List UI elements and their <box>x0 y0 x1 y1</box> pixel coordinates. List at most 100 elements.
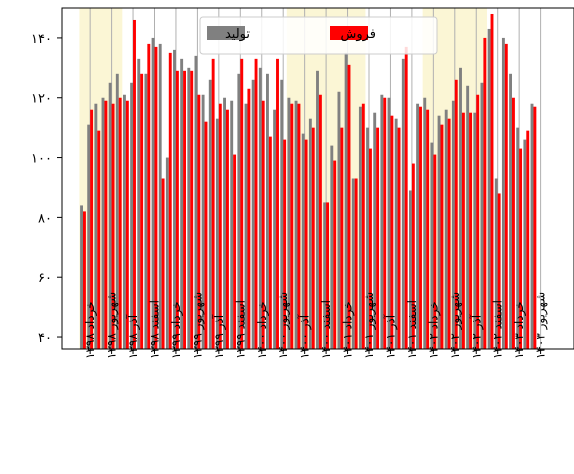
bar-production-26 <box>266 73 269 350</box>
bar-production-60 <box>509 73 512 350</box>
bar-production-40 <box>366 127 369 349</box>
y-tick-label-2: ۸۰ <box>38 211 52 226</box>
x-tick-label-15: اسفند ۱۴۰۱ <box>405 300 419 359</box>
x-tick-label-2: آذر ۱۳۹۸ <box>125 314 141 359</box>
bar-sales-20 <box>226 109 229 349</box>
bar-sales-16 <box>197 94 201 350</box>
bar-production-11 <box>158 43 162 349</box>
x-tick-label-16: خرداد ۱۴۰۲ <box>426 301 441 359</box>
bar-sales-17 <box>204 121 208 350</box>
bar-production-30 <box>294 100 298 349</box>
bar-sales-63 <box>533 106 537 349</box>
bar-sales-7 <box>133 19 136 350</box>
bar-sales-51 <box>447 118 451 349</box>
bar-production-44 <box>394 118 398 349</box>
x-tick-label-13: شهریور ۱۴۰۱ <box>362 292 377 359</box>
y-axis: ۴۰ ۶۰ ۸۰ ۱۰۰ ۱۲۰ ۱۴۰ <box>31 32 62 346</box>
x-tick-label-0: خرداد ۱۳۹۸ <box>83 301 98 359</box>
bar-sales-25 <box>261 100 265 349</box>
y-tick-label-0: ۴۰ <box>38 331 52 346</box>
legend-swatch-production <box>207 26 245 40</box>
bar-sales-38 <box>354 178 358 349</box>
bar-production-5 <box>115 73 119 350</box>
x-tick-label-19: اسفند ۱۴۰۲ <box>491 300 505 359</box>
bar-sales-55 <box>476 94 480 350</box>
bar-sales-41 <box>376 127 380 349</box>
bar-sales-58 <box>497 193 501 349</box>
bar-production-3 <box>101 97 105 349</box>
bar-sales-33 <box>318 94 322 350</box>
bar-sales-37 <box>347 64 351 349</box>
x-tick-label-14: آذر ۱۴۰۱ <box>382 314 398 359</box>
bar-sales-32 <box>311 127 315 349</box>
bar-production-47 <box>416 103 420 349</box>
bar-production-19 <box>215 118 219 349</box>
x-tick-label-4: خرداد ۱۳۹۹ <box>169 301 184 359</box>
bar-sales-42 <box>383 97 387 349</box>
y-tick-label-4: ۱۲۰ <box>31 92 52 107</box>
x-tick-label-21: شهریور ۱۴۰۳ <box>534 292 549 359</box>
x-tick-label-12: خرداد ۱۴۰۱ <box>341 301 356 359</box>
bar-production-41 <box>373 112 377 349</box>
bar-sales-10 <box>154 46 158 350</box>
bar-production-32 <box>308 118 312 349</box>
legend-label-sales: فروش <box>340 27 376 42</box>
bar-production-12 <box>165 157 169 349</box>
bar-production-13 <box>173 49 176 349</box>
x-tick-label-20: خرداد ۱۴۰۳ <box>512 301 527 359</box>
bar-production-43 <box>387 97 391 349</box>
bar-sales-36 <box>340 127 344 349</box>
bar-sales-29 <box>290 103 294 349</box>
bar-sales-59 <box>504 43 508 349</box>
bar-production-34 <box>323 202 327 349</box>
bar-production-21 <box>230 100 234 349</box>
bar-sales-8 <box>140 73 144 350</box>
bar-production-52 <box>451 100 455 349</box>
x-tick-label-3: اسفند ۱۳۹۸ <box>148 300 162 359</box>
bar-production-18 <box>208 79 212 349</box>
bar-production-8 <box>137 58 141 349</box>
bar-production-6 <box>123 94 126 350</box>
bar-sales-0 <box>83 211 86 349</box>
bar-sales-45 <box>404 46 408 350</box>
legend-box <box>199 16 438 55</box>
x-tick-label-6: آذر ۱۳۹۹ <box>211 314 227 359</box>
bar-production-10 <box>151 37 155 349</box>
bar-sales-4 <box>111 103 115 349</box>
bar-production-27 <box>273 109 277 349</box>
bar-sales-52 <box>454 79 458 349</box>
bar-production-33 <box>316 70 319 349</box>
bar-production-1 <box>87 124 91 349</box>
bar-sales-27 <box>276 58 279 349</box>
bar-production-53 <box>459 67 462 350</box>
bar-production-63 <box>530 103 534 349</box>
bar-sales-46 <box>411 163 415 349</box>
x-tick-label-18: آذر ۱۴۰۲ <box>468 314 484 359</box>
bar-sales-57 <box>490 13 494 350</box>
bar-sales-44 <box>397 127 401 349</box>
bar-production-58 <box>494 178 498 349</box>
bar-sales-54 <box>469 112 472 349</box>
bar-production-17 <box>201 94 205 350</box>
bar-production-24 <box>251 79 255 349</box>
bar-sales-48 <box>426 109 430 349</box>
bar-production-31 <box>301 133 305 349</box>
bar-production-28 <box>280 79 284 349</box>
bar-production-46 <box>409 190 412 349</box>
bars <box>80 13 537 350</box>
bar-sales-1 <box>90 109 94 349</box>
bar-sales-56 <box>483 37 487 349</box>
bar-production-61 <box>516 127 520 349</box>
bar-sales-13 <box>175 70 179 349</box>
x-tick-label-5: شهریور ۱۳۹۹ <box>190 292 205 359</box>
legend: تولید فروش <box>199 16 438 55</box>
bar-sales-50 <box>440 124 444 349</box>
legend-swatch-sales <box>330 26 368 40</box>
bar-production-36 <box>337 91 341 349</box>
y-tick-label-5: ۱۴۰ <box>31 32 52 47</box>
bar-sales-9 <box>147 43 151 349</box>
bar-production-54 <box>466 85 470 350</box>
bar-sales-40 <box>369 148 372 349</box>
bar-sales-12 <box>168 52 172 350</box>
